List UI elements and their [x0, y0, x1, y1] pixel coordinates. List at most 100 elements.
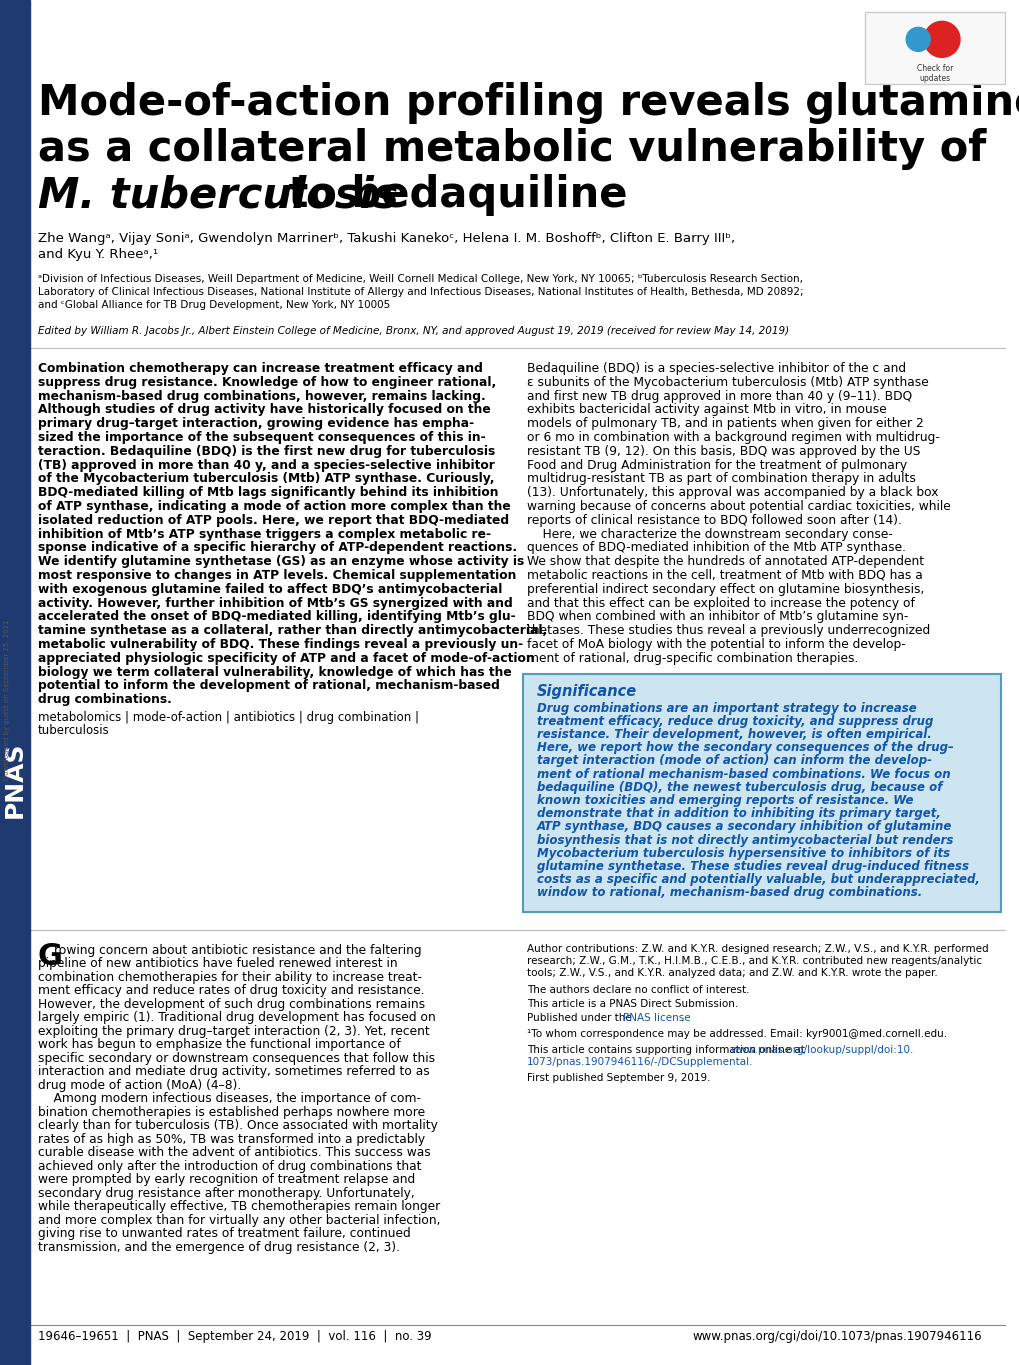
Bar	[864, 12, 1004, 85]
Text: metabolomics | mode-of-action | antibiotics | drug combination |: metabolomics | mode-of-action | antibiot…	[38, 711, 419, 723]
Text: ment of rational, drug-specific combination therapies.: ment of rational, drug-specific combinat…	[527, 652, 858, 665]
Text: transmission, and the emergence of drug resistance (2, 3).: transmission, and the emergence of drug …	[38, 1241, 399, 1253]
Text: This article is a PNAS Direct Submission.: This article is a PNAS Direct Submission…	[527, 999, 738, 1009]
Text: bedaquiline (BDQ), the newest tuberculosis drug, because of: bedaquiline (BDQ), the newest tuberculos…	[536, 781, 942, 794]
Text: and more complex than for virtually any other bacterial infection,: and more complex than for virtually any …	[38, 1213, 440, 1227]
Text: primary drug–target interaction, growing evidence has empha-: primary drug–target interaction, growing…	[38, 418, 474, 430]
Text: However, the development of such drug combinations remains: However, the development of such drug co…	[38, 998, 425, 1010]
Text: We identify glutamine synthetase (GS) as an enzyme whose activity is: We identify glutamine synthetase (GS) as…	[38, 556, 524, 568]
Text: glutamine synthetase. These studies reveal drug-induced fitness: glutamine synthetase. These studies reve…	[536, 860, 968, 874]
Text: Although studies of drug activity have historically focused on the: Although studies of drug activity have h…	[38, 404, 490, 416]
Text: demonstrate that in addition to inhibiting its primary target,: demonstrate that in addition to inhibiti…	[536, 807, 940, 820]
Text: exploiting the primary drug–target interaction (2, 3). Yet, recent: exploiting the primary drug–target inter…	[38, 1025, 429, 1037]
Text: ment efficacy and reduce rates of drug toxicity and resistance.: ment efficacy and reduce rates of drug t…	[38, 984, 424, 996]
Text: biology we term collateral vulnerability, knowledge of which has the: biology we term collateral vulnerability…	[38, 666, 512, 678]
Text: drug combinations.: drug combinations.	[38, 693, 172, 706]
Text: tamine synthetase as a collateral, rather than directly antimycobacterial,: tamine synthetase as a collateral, rathe…	[38, 624, 547, 637]
Text: appreciated physiologic specificity of ATP and a facet of mode-of-action: appreciated physiologic specificity of A…	[38, 652, 534, 665]
Text: while therapeutically effective, TB chemotherapies remain longer: while therapeutically effective, TB chem…	[38, 1200, 440, 1213]
Text: quences of BDQ-mediated inhibition of the Mtb ATP synthase.: quences of BDQ-mediated inhibition of th…	[527, 542, 905, 554]
Text: ¹To whom correspondence may be addressed. Email: kyr9001@med.cornell.edu.: ¹To whom correspondence may be addressed…	[527, 1029, 947, 1039]
Text: as a collateral metabolic vulnerability of: as a collateral metabolic vulnerability …	[38, 128, 985, 171]
Text: thetases. These studies thus reveal a previously underrecognized: thetases. These studies thus reveal a pr…	[527, 624, 929, 637]
Text: Here, we report how the secondary consequences of the drug–: Here, we report how the secondary conseq…	[536, 741, 953, 755]
Text: BDQ-mediated killing of Mtb lags significantly behind its inhibition: BDQ-mediated killing of Mtb lags signifi…	[38, 486, 498, 500]
Text: activity. However, further inhibition of Mtb’s GS synergized with and: activity. However, further inhibition of…	[38, 597, 513, 610]
Text: Among modern infectious diseases, the importance of com-: Among modern infectious diseases, the im…	[38, 1092, 421, 1106]
Text: Significance: Significance	[536, 684, 637, 699]
Text: resistance. Their development, however, is often empirical.: resistance. Their development, however, …	[536, 728, 930, 741]
Text: Drug combinations are an important strategy to increase: Drug combinations are an important strat…	[536, 702, 916, 715]
Text: and ᶜGlobal Alliance for TB Drug Development, New York, NY 10005: and ᶜGlobal Alliance for TB Drug Develop…	[38, 300, 390, 310]
Text: M. tuberculosis: M. tuberculosis	[38, 173, 398, 216]
Text: metabolic reactions in the cell, treatment of Mtb with BDQ has a: metabolic reactions in the cell, treatme…	[527, 569, 922, 581]
Text: Edited by William R. Jacobs Jr., Albert Einstein College of Medicine, Bronx, NY,: Edited by William R. Jacobs Jr., Albert …	[38, 326, 789, 336]
Text: and first new TB drug approved in more than 40 y (9–11). BDQ: and first new TB drug approved in more t…	[527, 389, 911, 403]
Text: Bedaquiline (BDQ) is a species-selective inhibitor of the c and: Bedaquiline (BDQ) is a species-selective…	[527, 362, 905, 375]
Text: were prompted by early recognition of treatment relapse and: were prompted by early recognition of tr…	[38, 1173, 415, 1186]
Text: www.pnas.org/lookup/suppl/doi:10.: www.pnas.org/lookup/suppl/doi:10.	[731, 1044, 913, 1055]
Text: of ATP synthase, indicating a mode of action more complex than the: of ATP synthase, indicating a mode of ac…	[38, 500, 511, 513]
Text: G: G	[38, 942, 63, 971]
Text: Here, we characterize the downstream secondary conse-: Here, we characterize the downstream sec…	[527, 528, 892, 541]
Text: (TB) approved in more than 40 y, and a species-selective inhibitor: (TB) approved in more than 40 y, and a s…	[38, 459, 494, 471]
Text: tuberculosis: tuberculosis	[38, 723, 110, 737]
Text: Published under the: Published under the	[527, 1013, 635, 1022]
Text: Mode-of-action profiling reveals glutamine synthetase: Mode-of-action profiling reveals glutami…	[38, 82, 1019, 124]
Text: ᵃDivision of Infectious Diseases, Weill Department of Medicine, Weill Cornell Me: ᵃDivision of Infectious Diseases, Weill …	[38, 274, 802, 284]
Text: sized the importance of the subsequent consequences of this in-: sized the importance of the subsequent c…	[38, 431, 485, 444]
Text: bination chemotherapies is established perhaps nowhere more: bination chemotherapies is established p…	[38, 1106, 425, 1118]
Text: pipeline of new antibiotics have fueled renewed interest in: pipeline of new antibiotics have fueled …	[38, 957, 397, 971]
Text: and Kyu Y. Rheeᵃ,¹: and Kyu Y. Rheeᵃ,¹	[38, 248, 158, 261]
Text: specific secondary or downstream consequences that follow this: specific secondary or downstream consequ…	[38, 1051, 435, 1065]
Text: updates: updates	[918, 74, 950, 83]
Text: BDQ when combined with an inhibitor of Mtb’s glutamine syn-: BDQ when combined with an inhibitor of M…	[527, 610, 908, 624]
Text: treatment efficacy, reduce drug toxicity, and suppress drug: treatment efficacy, reduce drug toxicity…	[536, 715, 932, 728]
Text: inhibition of Mtb’s ATP synthase triggers a complex metabolic re-: inhibition of Mtb’s ATP synthase trigger…	[38, 528, 490, 541]
Text: clearly than for tuberculosis (TB). Once associated with mortality: clearly than for tuberculosis (TB). Once…	[38, 1119, 437, 1132]
Text: interaction and mediate drug activity, sometimes referred to as: interaction and mediate drug activity, s…	[38, 1065, 429, 1078]
Text: multidrug-resistant TB as part of combination therapy in adults: multidrug-resistant TB as part of combin…	[527, 472, 915, 486]
Text: curable disease with the advent of antibiotics. This success was: curable disease with the advent of antib…	[38, 1147, 430, 1159]
Text: Food and Drug Administration for the treatment of pulmonary: Food and Drug Administration for the tre…	[527, 459, 906, 471]
Text: isolated reduction of ATP pools. Here, we report that BDQ-mediated: isolated reduction of ATP pools. Here, w…	[38, 513, 508, 527]
Text: to bedaquiline: to bedaquiline	[274, 173, 627, 216]
Text: .: .	[681, 1013, 684, 1022]
Text: metabolic vulnerability of BDQ. These findings reveal a previously un-: metabolic vulnerability of BDQ. These fi…	[38, 637, 523, 651]
Text: facet of MoA biology with the potential to inform the develop-: facet of MoA biology with the potential …	[527, 637, 905, 651]
Text: achieved only after the introduction of drug combinations that: achieved only after the introduction of …	[38, 1160, 421, 1173]
Text: This article contains supporting information online at: This article contains supporting informa…	[527, 1044, 807, 1055]
Text: Mycobacterium tuberculosis hypersensitive to inhibitors of its: Mycobacterium tuberculosis hypersensitiv…	[536, 846, 949, 860]
Text: The authors declare no conflict of interest.: The authors declare no conflict of inter…	[527, 984, 749, 995]
Text: reports of clinical resistance to BDQ followed soon after (14).: reports of clinical resistance to BDQ fo…	[527, 513, 901, 527]
Text: Check for: Check for	[916, 64, 952, 72]
Text: with exogenous glutamine failed to affect BDQ’s antimycobacterial: with exogenous glutamine failed to affec…	[38, 583, 502, 595]
Text: Laboratory of Clinical Infectious Diseases, National Institute of Allergy and In: Laboratory of Clinical Infectious Diseas…	[38, 287, 803, 298]
Text: window to rational, mechanism-based drug combinations.: window to rational, mechanism-based drug…	[536, 886, 921, 900]
Text: target interaction (mode of action) can inform the develop-: target interaction (mode of action) can …	[536, 755, 931, 767]
Text: sponse indicative of a specific hierarchy of ATP-dependent reactions.: sponse indicative of a specific hierarch…	[38, 542, 517, 554]
Text: Zhe Wangᵃ, Vijay Soniᵃ, Gwendolyn Marrinerᵇ, Takushi Kanekoᶜ, Helena I. M. Bosho: Zhe Wangᵃ, Vijay Soniᵃ, Gwendolyn Marrin…	[38, 232, 735, 244]
Text: teraction. Bedaquiline (BDQ) is the first new drug for tuberculosis: teraction. Bedaquiline (BDQ) is the firs…	[38, 445, 495, 457]
Circle shape	[923, 22, 959, 57]
Text: secondary drug resistance after monotherapy. Unfortunately,: secondary drug resistance after monother…	[38, 1186, 415, 1200]
Text: accelerated the onset of BDQ-mediated killing, identifying Mtb’s glu-: accelerated the onset of BDQ-mediated ki…	[38, 610, 516, 624]
Text: ε subunits of the Mycobacterium tuberculosis (Mtb) ATP synthase: ε subunits of the Mycobacterium tubercul…	[527, 375, 928, 389]
Text: rates of as high as 50%, TB was transformed into a predictably: rates of as high as 50%, TB was transfor…	[38, 1133, 425, 1145]
Text: largely empiric (1). Traditional drug development has focused on: largely empiric (1). Traditional drug de…	[38, 1011, 435, 1024]
Text: most responsive to changes in ATP levels. Chemical supplementation: most responsive to changes in ATP levels…	[38, 569, 516, 581]
Text: Combination chemotherapy can increase treatment efficacy and: Combination chemotherapy can increase tr…	[38, 362, 482, 375]
Text: 19646–19651  |  PNAS  |  September 24, 2019  |  vol. 116  |  no. 39: 19646–19651 | PNAS | September 24, 2019 …	[38, 1330, 431, 1343]
Text: resistant TB (9, 12). On this basis, BDQ was approved by the US: resistant TB (9, 12). On this basis, BDQ…	[527, 445, 919, 457]
Text: (13). Unfortunately, this approval was accompanied by a black box: (13). Unfortunately, this approval was a…	[527, 486, 937, 500]
Text: mechanism-based drug combinations, however, remains lacking.: mechanism-based drug combinations, howev…	[38, 389, 485, 403]
Text: work has begun to emphasize the functional importance of: work has begun to emphasize the function…	[38, 1039, 400, 1051]
Text: Author contributions: Z.W. and K.Y.R. designed research; Z.W., V.S., and K.Y.R. : Author contributions: Z.W. and K.Y.R. de…	[527, 943, 987, 954]
Text: ment of rational mechanism-based combinations. We focus on: ment of rational mechanism-based combina…	[536, 767, 950, 781]
Bar	[523, 673, 1000, 912]
Text: suppress drug resistance. Knowledge of how to engineer rational,: suppress drug resistance. Knowledge of h…	[38, 375, 496, 389]
Text: giving rise to unwanted rates of treatment failure, continued: giving rise to unwanted rates of treatme…	[38, 1227, 411, 1239]
Text: PNAS: PNAS	[3, 741, 26, 818]
Text: of the Mycobacterium tuberculosis (Mtb) ATP synthase. Curiously,: of the Mycobacterium tuberculosis (Mtb) …	[38, 472, 494, 486]
Text: preferential indirect secondary effect on glutamine biosynthesis,: preferential indirect secondary effect o…	[527, 583, 923, 595]
